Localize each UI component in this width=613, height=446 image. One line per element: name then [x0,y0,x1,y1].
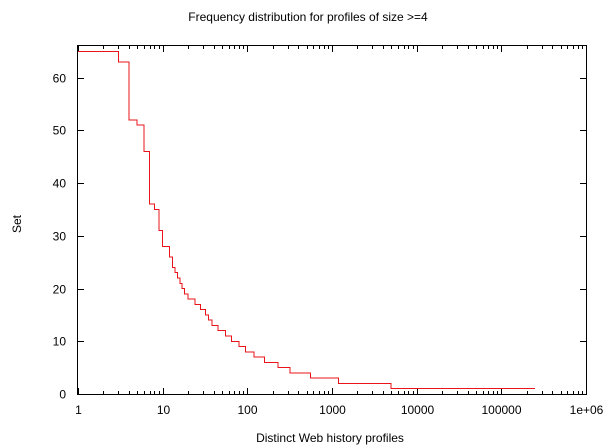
y-tick-label: 20 [53,283,67,297]
y-tick-label: 0 [59,388,66,402]
x-axis-label: Distinct Web history profiles [256,431,404,445]
y-tick-label: 60 [53,72,67,86]
y-tick-label: 30 [53,230,67,244]
x-tick-label: 100 [237,403,257,417]
x-tick-label: 10000 [401,403,435,417]
x-tick-label: 1000 [319,403,346,417]
x-tick-label: 1e+06 [570,403,604,417]
x-axis-ticks: 1 10 100 1000 10000 100000 1e+06 [75,46,604,417]
x-tick-label: 10 [157,403,171,417]
x-tick-label: 100000 [481,403,521,417]
y-axis-label: Set [10,214,24,233]
y-axis-ticks: 0 10 20 30 40 50 60 [53,72,586,402]
y-tick-label: 50 [53,124,67,138]
chart-title: Frequency distribution for profiles of s… [188,10,428,24]
series-line [78,51,535,388]
x-tick-label: 1 [75,403,82,417]
series-group [78,51,535,388]
y-tick-label: 40 [53,177,67,191]
y-tick-label: 10 [53,335,67,349]
plot-frame [78,46,587,395]
